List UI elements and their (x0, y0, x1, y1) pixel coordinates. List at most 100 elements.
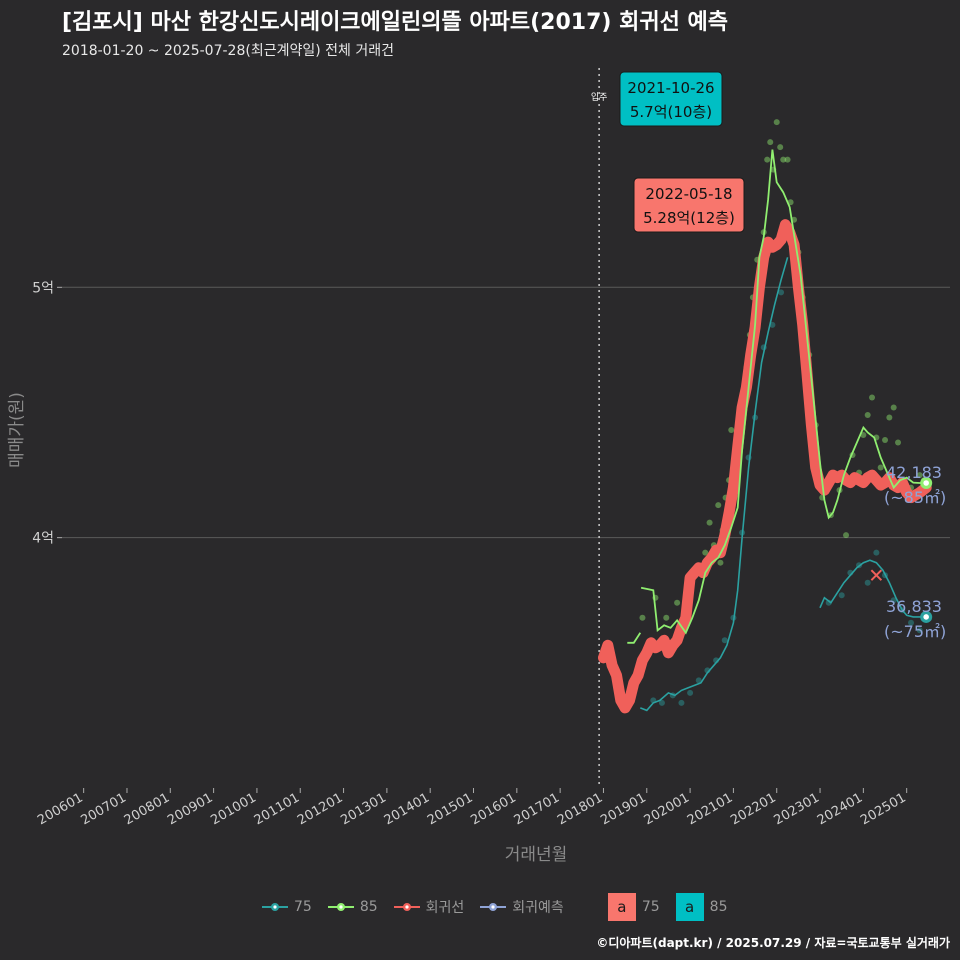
x-tick-label-10: 201601 (468, 790, 518, 828)
chart-title: [김포시] 마산 한강신도시레이크에일린의뜰 아파트(2017) 회귀선 예측 (62, 10, 728, 35)
callout-date-0: 2021-10-26 (627, 79, 714, 97)
x-tick-label-17: 202301 (772, 790, 822, 828)
scatter-75-group (650, 289, 923, 706)
scatter-85-point (886, 414, 893, 421)
legend-regression-icon (393, 903, 420, 911)
chart-subtitle: 2018-01-20 ~ 2025-07-28(최근계약일) 전체 거래건 (62, 43, 394, 59)
scatter-85-point (728, 427, 735, 434)
x-tick-label-9: 201501 (425, 790, 475, 828)
scatter-85-point (869, 394, 876, 401)
end-sublabel-75: (~75㎡) (884, 622, 946, 641)
end-label-75: 36,833 (886, 597, 942, 616)
x-tick-label-0: 200601 (35, 790, 85, 828)
scatter-85-point (639, 614, 646, 621)
scatter-75-point (908, 619, 915, 626)
scatter-75-point (721, 637, 728, 644)
x-tick-label-16: 202201 (728, 790, 778, 828)
scatter-75-point (873, 549, 880, 556)
scatter-85-point (663, 614, 670, 621)
callout-text-0: 5.7억(10층) (630, 103, 712, 121)
scatter-85-point (784, 156, 791, 163)
legend-box-75: a 75 (607, 893, 660, 921)
x-tick-label-12: 201801 (555, 790, 605, 828)
legend-box-85: a 85 (675, 893, 728, 921)
scatter-75-point (658, 699, 665, 706)
scatter-75-point (838, 592, 845, 599)
y-tick-label-1: 5억 (32, 280, 54, 296)
y-tick-label-0: 4억 (32, 531, 54, 547)
scatter-85-point (773, 119, 780, 126)
scatter-75-point (678, 699, 685, 706)
x-tick-label-5: 201101 (252, 790, 302, 828)
callout-1: 2022-05-18 5.28억(12층) (633, 177, 745, 233)
scatter-85-point (843, 532, 850, 539)
callout-text-1: 5.28억(12층) (643, 209, 735, 227)
x-tick-label-4: 201001 (208, 790, 258, 828)
legend: 75 85 회귀선 회귀예측 a 75 a 85 (262, 893, 743, 921)
scatter-85-point (780, 156, 787, 163)
legend-85-icon (327, 903, 354, 911)
x-tick-label-1: 200701 (78, 790, 128, 828)
legend-prediction-icon (480, 903, 507, 911)
end-label-85: 42,183 (886, 463, 942, 482)
scatter-85-point (916, 472, 923, 479)
scatter-75-point (890, 597, 897, 604)
scatter-75-point (778, 289, 785, 296)
callout-0: 2021-10-26 5.7억(10층) (619, 71, 723, 127)
scatter-85-point (764, 156, 771, 163)
callout-box-0 (619, 71, 723, 127)
scatter-85-point (895, 439, 902, 446)
scatter-85-point (864, 411, 871, 418)
x-tick-label-3: 200901 (165, 790, 215, 828)
legend-box-75-label: 75 (641, 899, 660, 915)
legend-item-regression: 회귀선 (393, 897, 465, 917)
end-point-center-75 (923, 614, 929, 620)
x-tick-label-8: 201401 (382, 790, 432, 828)
x-axis-title: 거래년월 (505, 845, 568, 865)
x-tick-label-7: 201301 (338, 790, 388, 828)
legend-75-icon (262, 903, 288, 911)
scatter-75-point (916, 627, 923, 634)
series-85-line-early (627, 632, 642, 644)
scatter-85-point (767, 139, 774, 146)
series-75-line-early (640, 257, 789, 712)
x-tick-label-11: 201701 (512, 790, 562, 828)
scatter-75-point (687, 689, 694, 696)
scatter-85-point (890, 404, 897, 411)
series-85-line (640, 149, 927, 635)
scatter-75-point (864, 579, 871, 586)
legend-item-85: 85 (327, 899, 378, 915)
legend-label-75: 75 (294, 899, 312, 915)
legend-label-prediction: 회귀예측 (512, 900, 564, 916)
series-75-line (819, 559, 927, 618)
credit-line: ©디아파트(dapt.kr) / 2025.07.29 / 자료=국토교통부 실… (596, 936, 950, 950)
scatter-85-point (860, 432, 867, 439)
scatter-85-point (877, 464, 884, 471)
scatter-85-point (715, 502, 722, 509)
scatter-85-point (702, 549, 709, 556)
end-sublabel-85: (~85㎡) (884, 488, 946, 507)
x-tick-label-2: 200801 (122, 790, 172, 828)
legend-item-prediction: 회귀예측 (480, 897, 564, 917)
x-tick-label-13: 201901 (598, 790, 648, 828)
x-tick-label-15: 202101 (685, 790, 735, 828)
x-tick-label-6: 201201 (295, 790, 345, 828)
legend-label-regression: 회귀선 (425, 900, 465, 916)
move-in-label: 입주 (591, 91, 608, 103)
scatter-85-point (882, 437, 889, 444)
y-axis-title: 매매가(원) (7, 392, 27, 468)
callout-date-1: 2022-05-18 (645, 185, 732, 203)
scatter-85-point (777, 144, 784, 151)
x-tick-label-14: 202001 (642, 790, 692, 828)
regression-cross-marker (870, 569, 883, 581)
legend-box-75-swatch: a (607, 893, 636, 921)
scatter-85-point (674, 599, 681, 606)
legend-box-85-label: 85 (709, 899, 728, 915)
scatter-85-point (717, 559, 724, 566)
scatter-75-point (695, 677, 702, 684)
legend-item-75: 75 (262, 899, 312, 915)
callout-box-1 (633, 177, 745, 233)
x-tick-label-19: 202501 (858, 790, 908, 828)
legend-label-85: 85 (359, 899, 378, 915)
